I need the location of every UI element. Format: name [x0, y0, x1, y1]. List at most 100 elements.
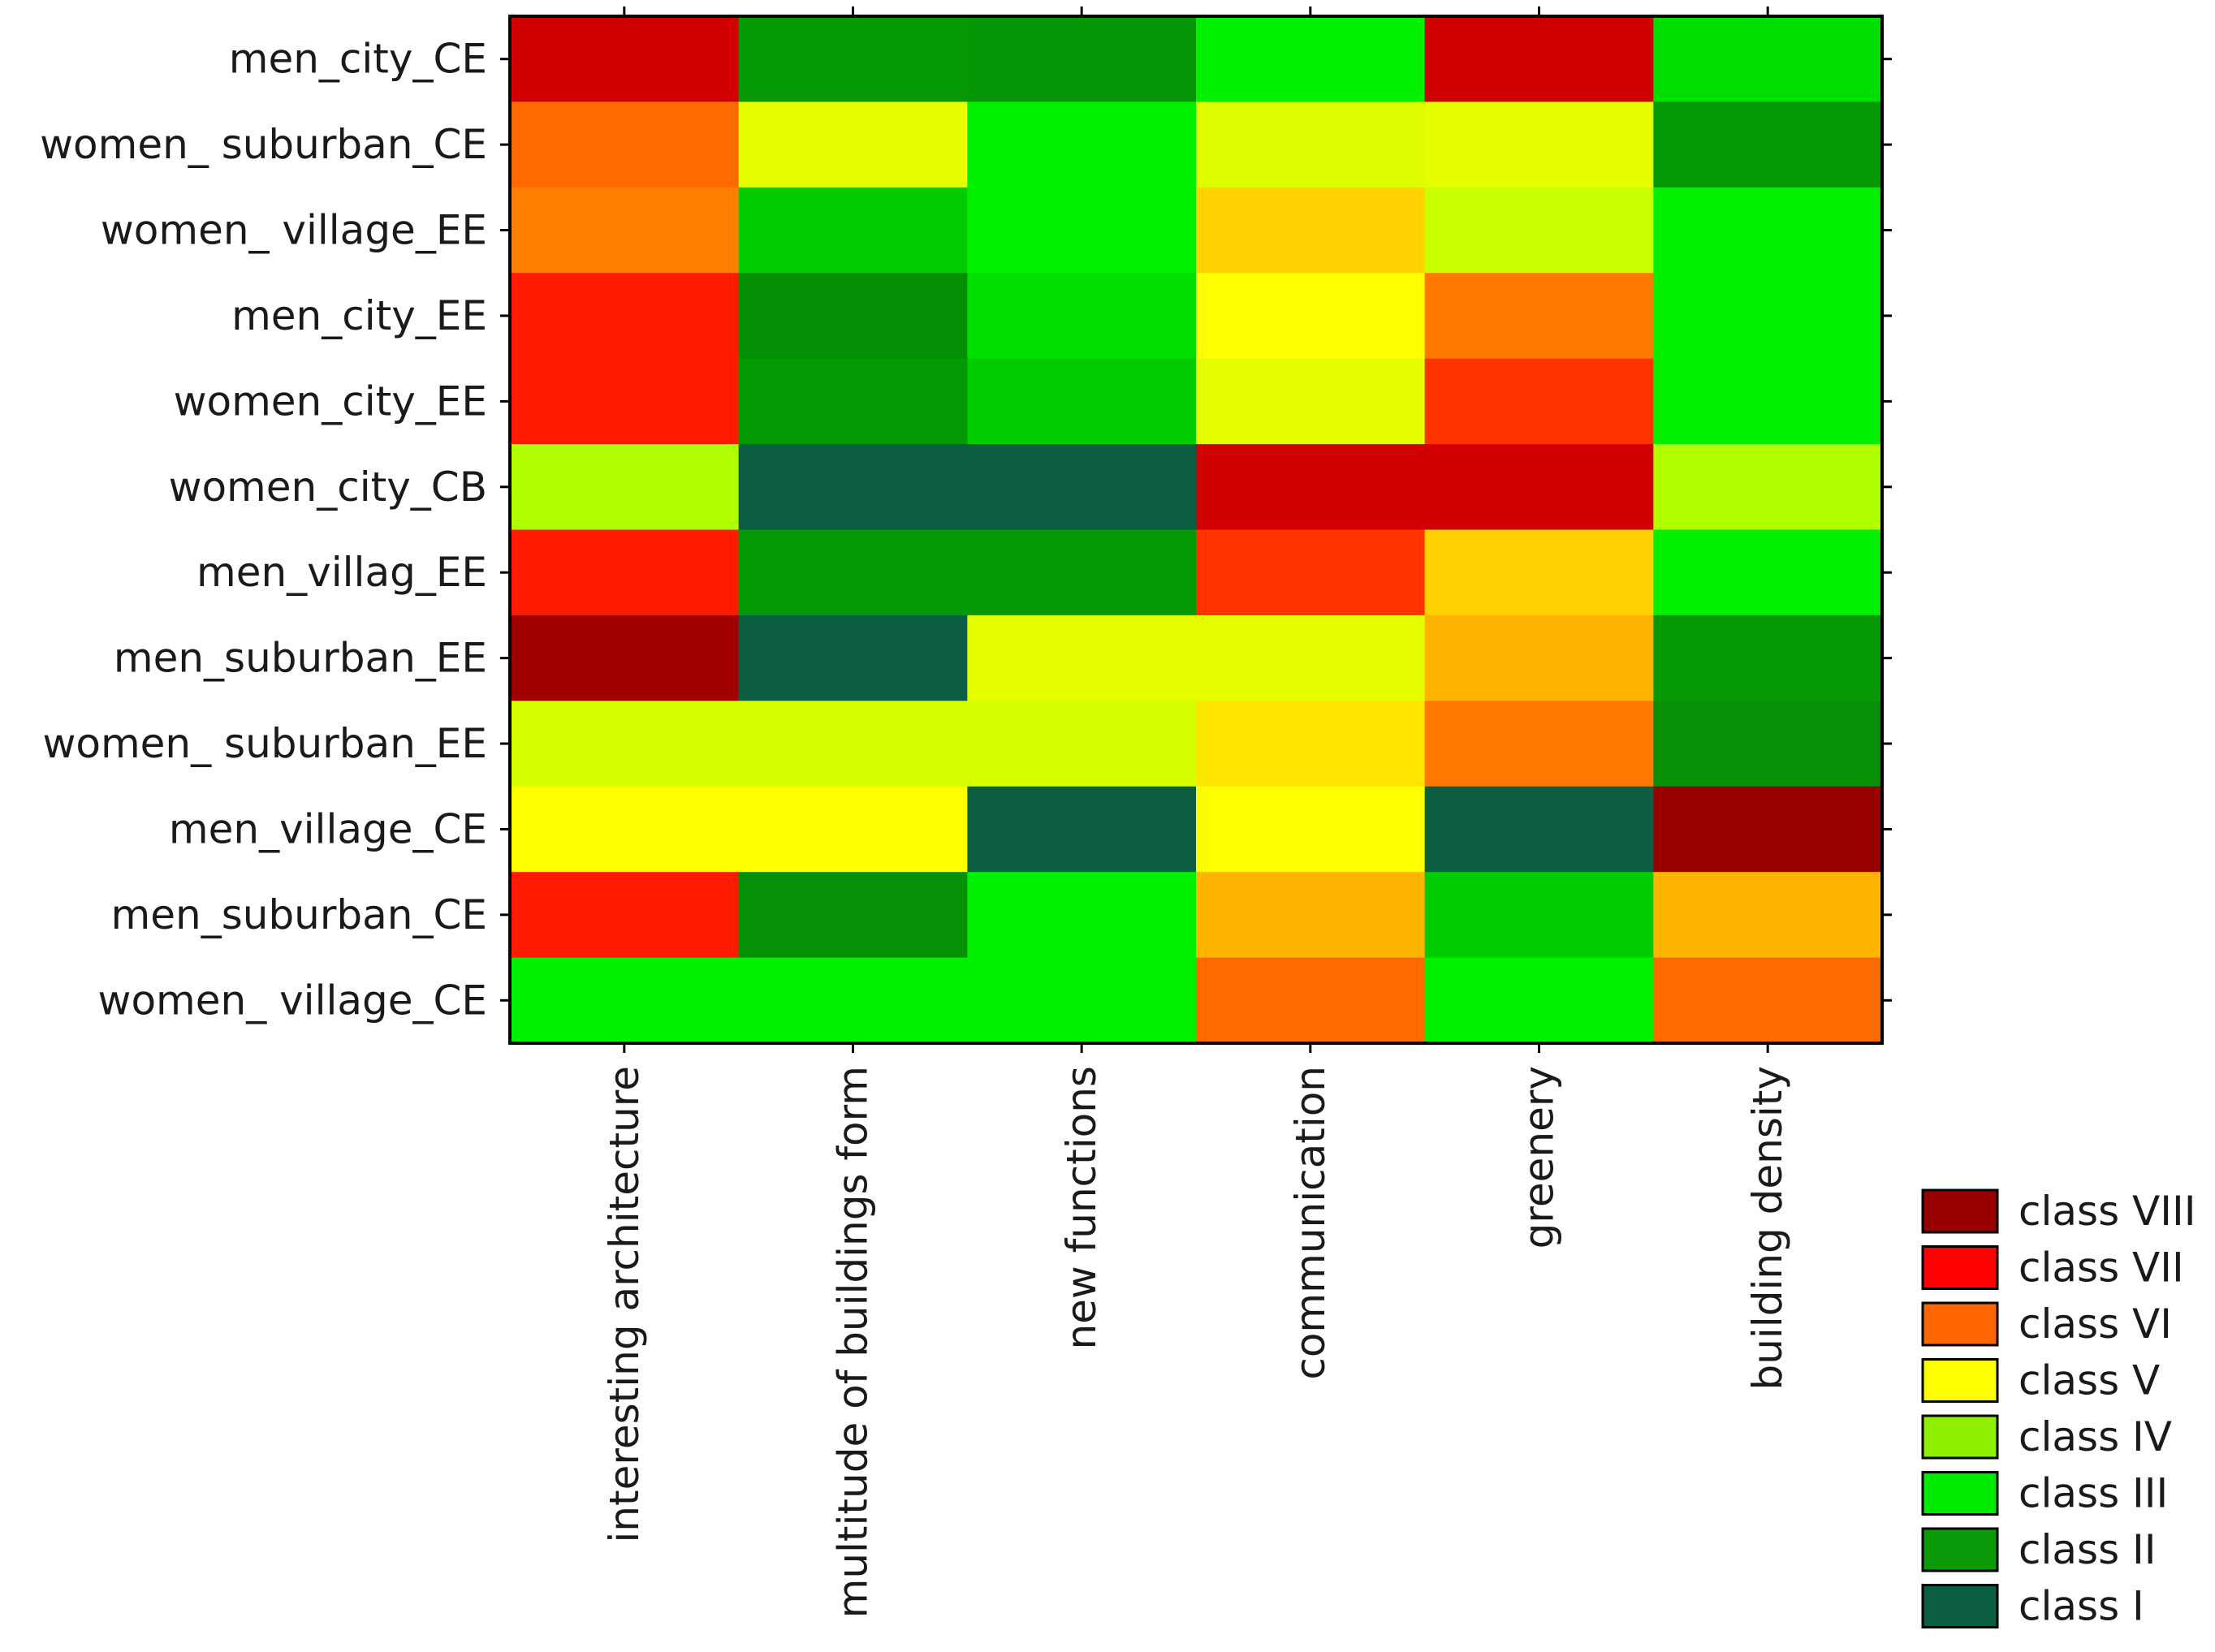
heatmap-cell [1653, 957, 1883, 1044]
heatmap-cell [967, 101, 1197, 188]
heatmap-cell [738, 701, 968, 787]
row-label: men_villag_EE [196, 549, 487, 596]
heatmap-cell [1196, 701, 1426, 787]
heatmap-cell [738, 16, 968, 103]
heatmap-cell [1424, 16, 1654, 103]
heatmap-cell [1196, 444, 1426, 531]
heatmap-cell [1653, 444, 1883, 531]
heatmap-cell [738, 273, 968, 360]
row-label: men_suburban_EE [114, 635, 487, 682]
heatmap-cell [738, 358, 968, 445]
row-label: men_city_CE [229, 36, 487, 83]
legend: class VIII class VII class VI class V class … [1921, 1188, 2196, 1630]
legend-swatch [1921, 1471, 1999, 1516]
heatmap-cell [1653, 187, 1883, 274]
heatmap-cell [1196, 101, 1426, 188]
heatmap-cell [1424, 957, 1654, 1044]
heatmap-cell [1424, 101, 1654, 188]
legend-swatch [1921, 1188, 1999, 1234]
col-labels-layer: interesting architecture multitude of bui… [601, 1066, 1791, 1618]
heatmap-cell [1653, 16, 1883, 103]
heatmap-cell [1424, 786, 1654, 873]
legend-swatch [1921, 1584, 1999, 1628]
heatmap-cell [1196, 187, 1426, 274]
legend-swatch [1921, 1358, 1999, 1403]
row-label: men_village_CE [169, 805, 487, 852]
heatmap-cell [967, 16, 1197, 103]
heatmap-cell [738, 872, 968, 959]
heatmap-cell [1424, 358, 1654, 445]
column-label: new functions [1058, 1066, 1105, 1350]
row-label: men_suburban_CE [111, 891, 487, 938]
row-label: women_ suburban_CE [40, 121, 487, 168]
heatmap-cell [510, 786, 740, 873]
column-label: interesting architecture [601, 1066, 648, 1543]
heatmap-cell [967, 187, 1197, 274]
heatmap-cell [738, 529, 968, 616]
column-label: building density [1744, 1066, 1791, 1391]
heatmap-cell [1653, 358, 1883, 445]
heatmap-cell [967, 615, 1197, 701]
heatmap-cell [738, 444, 968, 531]
heatmap-cell [967, 529, 1197, 616]
heatmap-cell [967, 358, 1197, 445]
heatmap-cell [738, 957, 968, 1044]
heatmap-cell [738, 187, 968, 274]
heatmap-cell [510, 101, 740, 188]
heatmap-cell [1424, 529, 1654, 616]
heatmap-cell [738, 786, 968, 873]
heatmap-cell [510, 16, 740, 103]
heatmap-cell [1424, 273, 1654, 360]
legend-swatch [1921, 1414, 1999, 1460]
legend-swatch [1921, 1301, 1999, 1347]
heatmap-cell [967, 273, 1197, 360]
legend-label: class V [2019, 1357, 2160, 1404]
heatmap-cell [967, 957, 1197, 1044]
heatmap-cell [1424, 872, 1654, 959]
heatmap-cell [967, 786, 1197, 873]
cells-layer [510, 16, 1883, 1044]
heatmap-cell [738, 101, 968, 188]
heatmap-cell [967, 701, 1197, 787]
heatmap-cell [1196, 872, 1426, 959]
ticks-layer [500, 6, 1892, 1053]
heatmap-cell [510, 701, 740, 787]
row-label: women_ village_EE [101, 207, 487, 254]
heatmap-cell [1424, 615, 1654, 701]
heatmap-cell [1653, 872, 1883, 959]
heatmap-cell [1424, 444, 1654, 531]
legend-swatch [1921, 1527, 1999, 1572]
heatmap-cell [1424, 187, 1654, 274]
heatmap-cell [1653, 701, 1883, 787]
heatmap-cell [967, 444, 1197, 531]
heatmap-cell [1653, 101, 1883, 188]
heatmap-cell [510, 273, 740, 360]
column-label: communication [1287, 1066, 1334, 1380]
heatmap-cell [1196, 957, 1426, 1044]
heatmap-cell [1196, 786, 1426, 873]
heatmap-cell [967, 872, 1197, 959]
heatmap-cell [510, 444, 740, 531]
row-label: women_ suburban_EE [42, 720, 487, 767]
legend-label: class I [2019, 1583, 2144, 1630]
heatmap-cell [510, 957, 740, 1044]
heatmap-cell [1196, 529, 1426, 616]
heatmap-cell [510, 187, 740, 274]
column-label: greenery [1516, 1066, 1563, 1249]
heatmap-cell [1196, 358, 1426, 445]
heatmap-cell [510, 358, 740, 445]
heatmap-cell [1196, 615, 1426, 701]
row-label: women_ village_CE [98, 977, 487, 1024]
heatmap-cell [510, 872, 740, 959]
heatmap-cell [1196, 273, 1426, 360]
heatmap-cell [1424, 701, 1654, 787]
row-label: women_city_EE [174, 377, 487, 425]
heatmap-cell [510, 615, 740, 701]
heatmap-cell [738, 615, 968, 701]
legend-label: class III [2019, 1470, 2168, 1517]
legend-swatch [1921, 1245, 1999, 1290]
legend-label: class VIII [2019, 1188, 2196, 1235]
legend-label: class VI [2019, 1300, 2172, 1348]
heatmap-cell [1653, 273, 1883, 360]
